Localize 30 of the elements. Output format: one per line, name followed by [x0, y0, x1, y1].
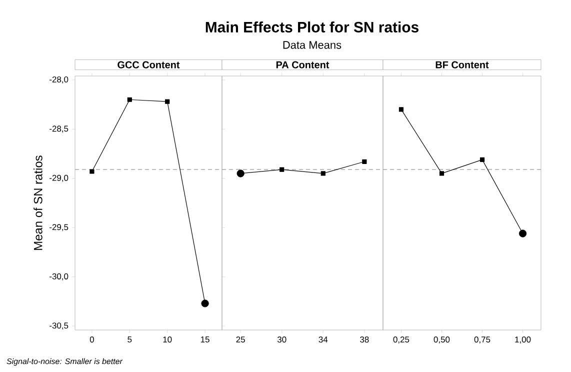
chart-title: GCC Content [118, 61, 180, 68]
x-tick-label: 5 [128, 336, 132, 342]
chart-title: BF Content [436, 61, 489, 68]
y-axis-title: Mean of SN ratios [34, 156, 42, 250]
point [398, 107, 404, 112]
y-tick-label: -30,0 [50, 273, 68, 280]
x-tick-label: 0 [90, 336, 94, 343]
x-tick-label: 25 [236, 336, 245, 343]
text: Data Means [283, 41, 342, 49]
y-tick-label: -30,5 [50, 322, 68, 330]
y-tick-label: -28,0 [50, 76, 68, 84]
y-tick-label: -28,5 [50, 126, 68, 133]
y-tick-label: -29,0 [50, 174, 68, 182]
chart-title: PA Content [276, 61, 330, 68]
x-tick-label: 0,75 [474, 336, 490, 344]
x-tick-label: 0,50 [434, 336, 450, 344]
x-tick-label: 38 [360, 336, 369, 343]
point [90, 169, 94, 174]
y-tick-label: -29,5 [50, 224, 68, 232]
point [127, 97, 132, 102]
point [439, 171, 444, 176]
point [165, 99, 170, 104]
x-tick-label: 34 [318, 336, 328, 343]
x-tick-label: 1,00 [515, 336, 531, 344]
x-tick-label: 10 [163, 336, 172, 343]
x-tick-label: 0,25 [393, 336, 410, 344]
text: Main Effects Plot for SN ratios [206, 22, 418, 32]
x-tick-label: 15 [200, 336, 210, 342]
x-tick-label: 30 [277, 336, 286, 343]
point [480, 157, 485, 162]
